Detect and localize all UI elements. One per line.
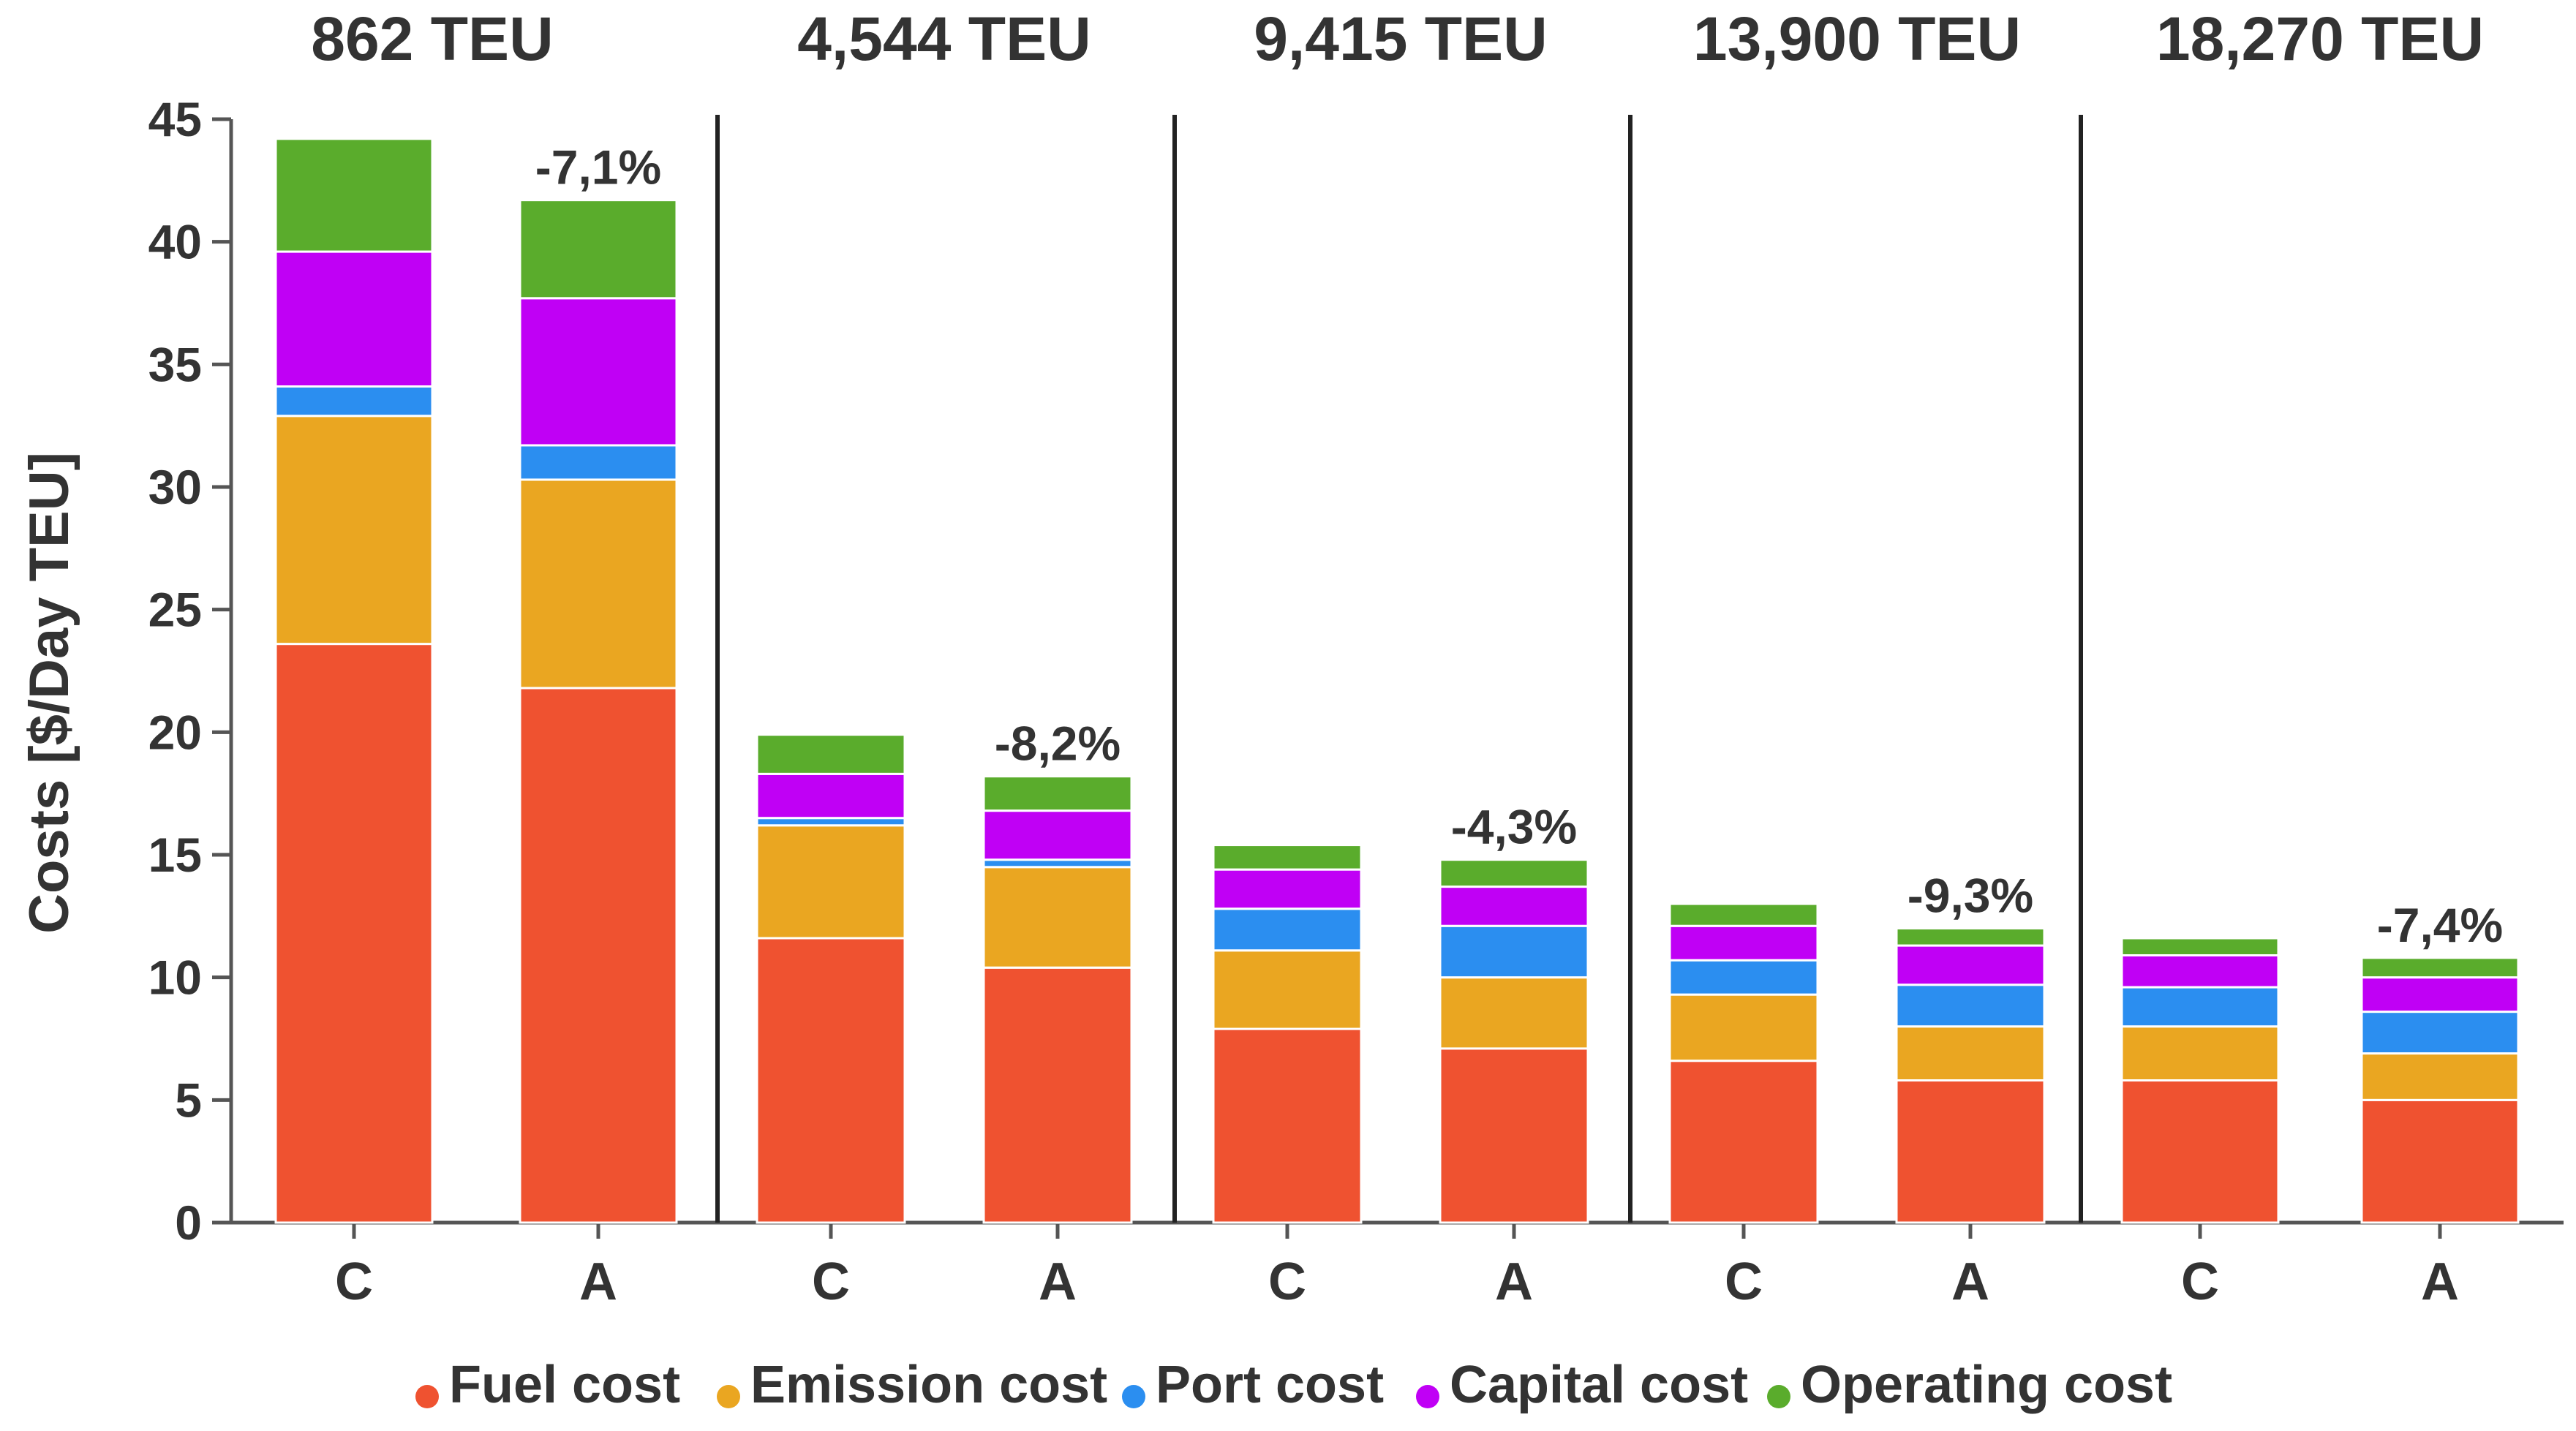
group-title: 18,270 TEU xyxy=(2156,4,2484,73)
bar-segment-operating-cost xyxy=(2120,937,2280,956)
bar-segment-fuel-cost xyxy=(1895,1079,2046,1224)
bar-segment-emission-cost xyxy=(1668,993,1819,1062)
percent-change-label: -4,3% xyxy=(1451,800,1577,854)
y-tick-label: 35 xyxy=(148,337,202,391)
y-tick-label: 0 xyxy=(175,1196,202,1250)
bar-segment-port-cost xyxy=(982,858,1133,869)
x-category-label: A xyxy=(579,1253,617,1311)
percent-change-label: -9,3% xyxy=(1907,869,2033,923)
bar-segment-emission-cost xyxy=(1895,1025,2046,1082)
y-tick-label: 30 xyxy=(148,460,202,514)
percent-change-label: -8,2% xyxy=(995,717,1121,771)
percent-change-label: -7,1% xyxy=(535,140,661,195)
bar-segment-capital-cost xyxy=(1212,868,1363,910)
bar-segment-capital-cost xyxy=(982,809,1133,861)
bar-segment-port-cost xyxy=(2360,1011,2520,1055)
legend-label: Fuel cost xyxy=(449,1356,680,1414)
x-category-label: C xyxy=(812,1253,850,1311)
bar-segment-operating-cost xyxy=(2360,956,2520,979)
bar-segment-emission-cost xyxy=(274,415,434,646)
legend-marker-operating-cost xyxy=(1767,1385,1790,1408)
legend: Fuel cost Emission cost Port cost Capital c… xyxy=(415,1356,2172,1414)
y-tick-label: 5 xyxy=(175,1073,202,1127)
x-category-label: C xyxy=(1725,1253,1763,1311)
bar-segment-fuel-cost xyxy=(1668,1060,1819,1224)
legend-marker-capital-cost xyxy=(1416,1385,1439,1408)
y-tick-label: 10 xyxy=(148,951,202,1005)
bar-segment-capital-cost xyxy=(1668,924,1819,962)
legend-label: Capital cost xyxy=(1450,1356,1748,1414)
y-axis-label: Costs [$/Day TEU] xyxy=(18,452,80,934)
bar-segment-operating-cost xyxy=(756,733,906,775)
bar-segment-fuel-cost xyxy=(519,687,678,1224)
y-tick-label: 15 xyxy=(148,828,202,882)
bar-segment-fuel-cost xyxy=(1439,1047,1589,1224)
bar-segment-port-cost xyxy=(756,817,906,827)
group-title: 13,900 TEU xyxy=(1693,4,2021,73)
bar-segment-port-cost xyxy=(2120,986,2280,1028)
legend-label: Emission cost xyxy=(750,1356,1107,1414)
bar-segment-fuel-cost xyxy=(756,937,906,1224)
bar-segment-port-cost xyxy=(1212,907,1363,952)
legend-label: Operating cost xyxy=(1801,1356,2172,1414)
y-tick-label: 20 xyxy=(148,705,202,759)
bar-segment-emission-cost xyxy=(2120,1025,2280,1082)
legend-marker-port-cost xyxy=(1122,1385,1145,1408)
bar-segment-fuel-cost xyxy=(1212,1027,1363,1224)
x-category-label: A xyxy=(1951,1253,1989,1311)
bar-segment-emission-cost xyxy=(519,478,678,690)
labels-layer: 0 5 10 15 20 25 30 35 40 45 Costs [$/Day TEU] 862 T… xyxy=(18,4,2503,1311)
bar-segment-capital-cost xyxy=(2360,976,2520,1013)
bar-segment-emission-cost xyxy=(1439,976,1589,1050)
bar-segment-operating-cost xyxy=(274,137,434,253)
legend-label: Port cost xyxy=(1156,1356,1384,1414)
bar-segment-fuel-cost xyxy=(982,966,1133,1224)
bar-segment-operating-cost xyxy=(1668,902,1819,927)
bar-segment-operating-cost xyxy=(1212,844,1363,871)
bar-segment-capital-cost xyxy=(1895,944,2046,986)
bar-segment-operating-cost xyxy=(982,775,1133,812)
legend-marker-fuel-cost xyxy=(415,1385,439,1408)
y-tick-label: 45 xyxy=(148,92,202,146)
bar-segment-operating-cost xyxy=(1439,858,1589,888)
percent-change-label: -7,4% xyxy=(2377,898,2503,952)
bar-segment-port-cost xyxy=(1895,983,2046,1028)
group-title: 862 TEU xyxy=(311,4,554,73)
x-category-label: C xyxy=(335,1253,373,1311)
legend-marker-emission-cost xyxy=(717,1385,740,1408)
bar-segment-port-cost xyxy=(1439,924,1589,979)
bar-segment-fuel-cost xyxy=(2120,1079,2280,1224)
bar-segment-emission-cost xyxy=(756,824,906,940)
group-title: 4,544 TEU xyxy=(797,4,1091,73)
x-category-label: C xyxy=(1268,1253,1306,1311)
y-tick-label: 25 xyxy=(148,583,202,637)
bar-segment-port-cost xyxy=(519,444,678,481)
bar-segment-capital-cost xyxy=(756,772,906,820)
bar-segment-emission-cost xyxy=(1212,949,1363,1030)
x-category-label: A xyxy=(1039,1253,1077,1311)
group-title: 9,415 TEU xyxy=(1254,4,1548,73)
bar-segment-capital-cost xyxy=(519,297,678,447)
bar-segment-port-cost xyxy=(274,385,434,418)
bar-segment-operating-cost xyxy=(519,199,678,300)
bar-segment-port-cost xyxy=(1668,959,1819,996)
bar-segment-capital-cost xyxy=(1439,886,1589,927)
x-category-label: C xyxy=(2181,1253,2219,1311)
bar-segment-fuel-cost xyxy=(274,643,434,1224)
x-category-label: A xyxy=(1495,1253,1533,1311)
bar-segment-emission-cost xyxy=(2360,1052,2520,1101)
bars-layer xyxy=(274,137,2520,1224)
bar-segment-operating-cost xyxy=(1895,927,2046,947)
bar-segment-emission-cost xyxy=(982,866,1133,969)
bar-segment-capital-cost xyxy=(274,250,434,388)
y-tick-label: 40 xyxy=(148,215,202,269)
bar-segment-capital-cost xyxy=(2120,954,2280,989)
x-category-label: A xyxy=(2421,1253,2459,1311)
bar-segment-fuel-cost xyxy=(2360,1098,2520,1224)
